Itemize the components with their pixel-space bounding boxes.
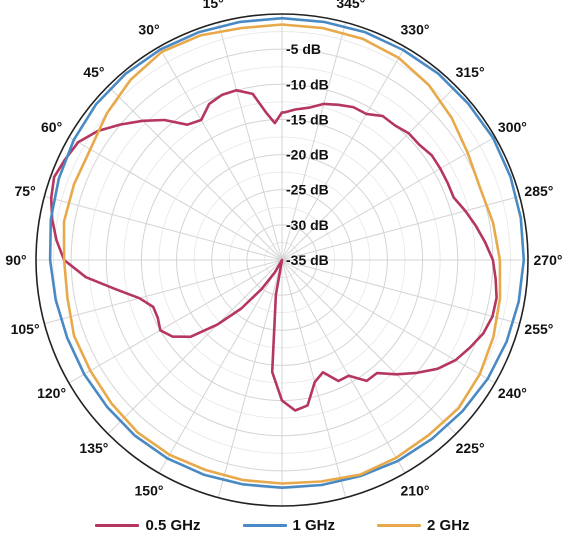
angle-tick-label: 105° bbox=[11, 321, 40, 337]
angle-tick-label: 255° bbox=[524, 321, 553, 337]
grid-spoke bbox=[281, 195, 520, 261]
grid-spoke bbox=[158, 259, 283, 474]
polar-grid bbox=[35, 13, 529, 507]
angle-tick-label: 120° bbox=[37, 385, 66, 401]
radial-tick-label: -25 dB bbox=[286, 182, 329, 198]
grid-spoke bbox=[281, 259, 496, 384]
angle-tick-label: 225° bbox=[456, 440, 485, 456]
angle-tick-label: 285° bbox=[524, 183, 553, 199]
radial-tick-labels: -5 dB -10 dB -15 dB -20 dB -25 dB -30 dB -35 d… bbox=[286, 41, 329, 268]
radial-tick-label: -20 dB bbox=[286, 147, 329, 163]
angle-tick-label: 150° bbox=[135, 482, 164, 498]
series-line-2 bbox=[62, 23, 502, 485]
grid-spoke bbox=[281, 22, 347, 261]
radial-tick-label: -5 dB bbox=[286, 41, 321, 57]
angle-tick-label: 60° bbox=[41, 119, 62, 135]
radial-tick-label: -10 dB bbox=[286, 76, 329, 92]
legend-item-0-5ghz: 0.5 GHz bbox=[95, 516, 201, 534]
grid-spoke bbox=[281, 259, 457, 435]
polar-chart: -5 dB -10 dB -15 dB -20 dB -25 dB -30 dB -35 d… bbox=[5, 0, 562, 510]
angle-tick-label: 345° bbox=[336, 0, 365, 11]
angle-tick-label: 0° bbox=[275, 0, 288, 2]
radial-tick-label: -15 dB bbox=[286, 111, 329, 127]
grid-spoke bbox=[107, 85, 283, 261]
angle-tick-label: 45° bbox=[83, 64, 104, 80]
radial-tick-label: -30 dB bbox=[286, 217, 329, 233]
angle-tick-label: 195° bbox=[336, 509, 365, 510]
grid-spoke bbox=[281, 259, 520, 325]
angle-tick-label: 30° bbox=[138, 22, 159, 38]
angle-tick-label: 15° bbox=[203, 0, 224, 11]
series-layer bbox=[48, 16, 526, 489]
grid-spoke bbox=[281, 85, 457, 261]
legend-label-2ghz: 2 GHz bbox=[427, 516, 470, 534]
angle-tick-label: 135° bbox=[79, 440, 108, 456]
legend-item-1ghz: 1 GHz bbox=[242, 516, 336, 534]
outer-ring bbox=[35, 13, 529, 507]
grid-spoke bbox=[281, 46, 406, 261]
grid-spoke bbox=[217, 259, 283, 498]
legend-swatch-1ghz bbox=[242, 523, 287, 527]
grid-spoke bbox=[44, 195, 283, 261]
legend-swatch-2ghz bbox=[377, 523, 422, 527]
grid-spoke bbox=[281, 259, 347, 498]
legend-label-1ghz: 1 GHz bbox=[292, 516, 336, 534]
angle-tick-label: 315° bbox=[456, 64, 485, 80]
legend: 0.5 GHz 1 GHz 2 GHz bbox=[0, 514, 565, 536]
angle-tick-label: 270° bbox=[534, 252, 563, 268]
grid-spoke bbox=[217, 22, 283, 261]
grid-spoke bbox=[281, 259, 406, 474]
angle-tick-label: 240° bbox=[498, 385, 527, 401]
angle-tick-label: 300° bbox=[498, 119, 527, 135]
angle-tick-label: 210° bbox=[401, 482, 430, 498]
grid-spoke bbox=[44, 259, 283, 325]
angle-tick-label: 90° bbox=[5, 252, 26, 268]
grid-spoke bbox=[107, 259, 283, 435]
grid-spoke bbox=[68, 136, 283, 261]
legend-swatch-0-5ghz bbox=[95, 523, 140, 527]
grid-spoke bbox=[281, 136, 496, 261]
grid-spoke bbox=[158, 46, 283, 261]
angle-tick-labels: 0° 15° 30° 45° 60° 75° 90° 105° 120° 135° 150° 165°… bbox=[5, 0, 562, 510]
legend-item-2ghz: 2 GHz bbox=[377, 517, 470, 534]
radial-tick-label: -35 dB bbox=[286, 252, 329, 268]
angle-tick-label: 75° bbox=[15, 183, 36, 199]
grid-spoke bbox=[68, 259, 283, 384]
angle-tick-label: 330° bbox=[401, 22, 430, 38]
angle-tick-label: 165° bbox=[199, 509, 228, 510]
series-line-1 bbox=[48, 16, 526, 489]
legend-label-0-5ghz: 0.5 GHz bbox=[145, 516, 201, 534]
